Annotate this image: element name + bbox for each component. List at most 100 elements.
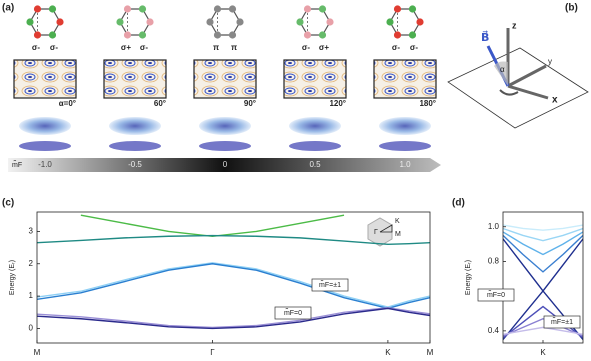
band-line [37,307,430,330]
annotation: m̃F=±1 [551,318,573,326]
lattice-site [393,31,402,39]
polarization-label: σ- [140,43,148,52]
x-tick-label: Γ [210,348,215,357]
angle-label: α [500,65,505,74]
y-tick-label: 1 [29,291,34,300]
band-surface [109,141,161,151]
lattice-site [48,31,57,39]
annotation-box [543,315,581,329]
path [379,224,393,233]
lattice-hexagon [209,8,241,36]
polarization-label: σ+ [121,43,131,52]
inset-label: K [395,218,400,225]
lattice-site [213,31,222,39]
angle-label: 90° [244,99,256,108]
y-tick-label: 0.8 [488,257,500,266]
density-plot [103,59,167,99]
lattice-site [33,31,42,39]
lattice-site [303,31,312,39]
y-tick-label: 1.0 [488,222,500,231]
angle-label: α=0° [59,99,76,108]
band-surface [199,141,251,151]
polarization-label: σ- [32,43,40,52]
angle-label: 120° [329,99,346,108]
lattice-site [116,18,124,26]
band-line [503,231,583,256]
colorbar [8,158,441,172]
lattice-site [26,18,34,26]
axis-label: x [552,95,558,106]
axis-label: y [548,57,552,66]
band-line [37,234,430,246]
band-line [37,307,430,329]
band-surface [379,117,431,135]
y-axis-label: Energy (Eᵣ) [465,260,472,295]
lattice-site [56,18,64,26]
band-surface [289,141,341,151]
panel-label: (d) [452,198,465,209]
lattice-site [48,5,57,13]
field-label: B⃗ [481,30,489,44]
lattice-site [318,31,327,39]
lattice-site [123,5,132,13]
band-surface [109,117,161,135]
inset-label: M [395,231,401,238]
band-surface [19,141,71,151]
polarization-label: σ+ [319,43,329,52]
lattice-hexagon [119,8,151,36]
lattice-site [318,5,327,13]
polarization-label: π [231,43,237,52]
lattice-site [206,18,214,26]
lattice-hexagon [299,8,331,36]
angle-label: 180° [419,99,436,108]
band-line [503,326,583,336]
lattice-hexagon [29,8,61,36]
annotation: m̃F=±1 [319,281,341,289]
lattice-site [146,18,154,26]
y-axis-label: Energy (Eᵣ) [9,260,16,295]
annotation-box [477,288,515,302]
band-line [80,214,345,237]
lattice-site [236,18,244,26]
lattice-hexagon [389,8,421,36]
lattice-site [213,5,222,13]
band-line [37,263,430,310]
colorbar-tick: 0 [223,160,228,169]
colorbar-tick: -1.0 [38,160,52,169]
density-plot [373,59,437,99]
lattice-site [416,18,424,26]
plot-frame [36,211,431,344]
lattice-site [386,18,394,26]
x-tick-label: K [540,348,546,357]
y-tick-label: 3 [29,227,34,236]
density-plot [283,59,347,99]
panel-label: (c) [2,198,14,209]
annotation: m̃F=0 [487,291,505,299]
polarization-label: σ- [410,43,418,52]
band-line [503,234,583,273]
lattice-site [138,31,147,39]
band-surface [199,117,251,135]
lattice-site [296,18,304,26]
polarization-label: σ- [302,43,310,52]
band-line [503,227,583,242]
lattice-site [123,31,132,39]
y-tick-label: 0.4 [488,326,500,335]
band-surface [289,117,341,135]
band-line [503,224,583,231]
lattice-site [303,5,312,13]
lattice-site [393,5,402,13]
annotation: m̃F=0 [284,309,302,317]
lattice-site [408,31,417,39]
panel-label: (a) [2,3,14,14]
lattice-site [228,5,237,13]
band-surface [19,117,71,135]
lattice-site [408,5,417,13]
band-surface [379,141,431,151]
annotation-box [311,278,349,292]
polarization-label: σ- [392,43,400,52]
colorbar-tick: 0.5 [309,160,321,169]
band-line [503,317,583,337]
lattice-site [33,5,42,13]
